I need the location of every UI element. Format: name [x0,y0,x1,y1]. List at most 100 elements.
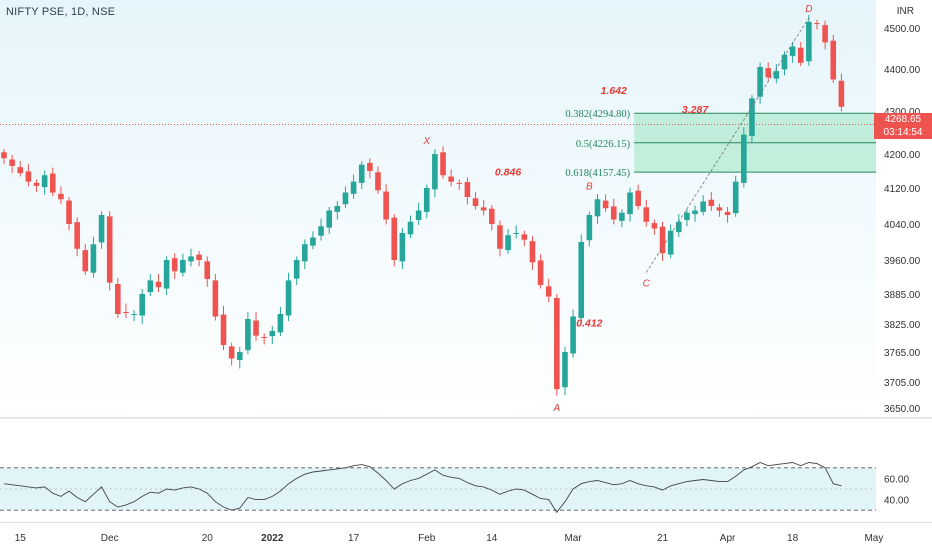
candle-body-91 [741,134,747,183]
price-tick-2: 4300.00 [884,107,921,118]
candle-body-69 [562,352,568,388]
price-tick-0: 4500.00 [884,24,921,35]
candle-body-32 [261,337,267,339]
candle-body-38 [310,237,316,246]
candle-body-57 [464,182,471,197]
candle-body-72 [586,215,593,241]
candle-body-74 [602,200,609,209]
candle-body-6 [49,173,56,193]
ratio-label-3: 3.287 [682,104,709,116]
candle-body-71 [578,242,585,318]
time-tick-4: 17 [348,533,360,544]
candle-body-40 [326,210,332,228]
candle-body-26 [212,280,219,317]
candle-body-70 [570,316,576,354]
candle-body-10 [82,250,89,272]
price-tick-7: 3885.00 [884,290,921,301]
time-tick-11: May [864,533,883,544]
fib-level-label-0: 0.382(4294.80) [565,109,630,120]
candle-body-14 [115,284,121,314]
currency-label: INR [896,6,914,17]
candle-body-102 [830,40,837,80]
candle-body-84 [684,212,690,220]
candle-body-103 [838,80,845,107]
candle-body-8 [66,200,72,224]
candle-body-31 [253,320,259,336]
wave-point-B: B [586,181,593,192]
time-tick-6: 14 [486,533,498,544]
time-tick-9: Apr [720,533,736,544]
candle-body-42 [342,192,349,205]
candle-body-65 [529,241,536,263]
candle-body-15 [123,312,129,313]
candle-body-52 [423,188,430,212]
candle-body-88 [716,207,723,211]
candle-body-96 [781,54,788,70]
candle-body-35 [285,280,292,316]
candle-body-3 [25,171,32,182]
candle-body-37 [302,244,308,262]
candle-body-86 [700,201,706,212]
candle-body-63 [513,233,519,234]
candle-body-76 [619,212,625,221]
candle-body-77 [627,192,633,215]
candle-body-16 [131,314,137,315]
candle-body-61 [497,225,503,249]
candle-body-45 [367,162,373,171]
candle-body-83 [675,221,682,233]
time-tick-2: 20 [202,533,214,544]
time-tick-3: 2022 [261,533,284,544]
candle-body-56 [456,182,463,184]
candle-body-19 [155,281,162,288]
ratio-label-2: 1.642 [601,85,627,97]
candle-body-101 [822,25,828,43]
candle-body-21 [171,258,178,272]
wave-point-C: C [643,279,651,290]
candle-body-12 [98,215,105,243]
candle-body-90 [732,181,739,214]
candle-body-82 [667,230,674,255]
price-tick-6: 3960.00 [884,256,921,267]
candle-body-66 [537,260,544,285]
candle-body-53 [432,154,438,190]
price-tick-4: 4120.00 [884,184,921,195]
candle-body-64 [521,234,528,240]
candle-body-68 [554,298,560,390]
time-tick-10: 18 [787,533,799,544]
candle-body-54 [440,152,446,176]
candle-body-44 [358,164,365,183]
price-tick-3: 4200.00 [884,150,921,161]
candle-body-18 [147,280,154,293]
candle-body-34 [277,314,284,333]
candle-body-30 [245,319,251,351]
candle-body-62 [505,235,511,251]
candle-body-93 [757,66,763,97]
candle-body-97 [789,46,796,56]
candle-body-41 [334,206,341,212]
candle-body-73 [594,199,601,217]
candle-body-60 [489,208,495,224]
ratio-label-1: 0.412 [576,317,602,329]
rsi-tick-0: 60.00 [884,474,909,485]
candle-body-59 [480,207,487,211]
wave-connector-cd [645,17,810,273]
candle-body-78 [635,190,641,206]
candle-body-9 [74,222,80,249]
candle-body-7 [58,193,64,200]
candle-body-87 [708,199,715,206]
candle-body-22 [180,260,186,273]
candle-body-5 [41,175,48,188]
candle-body-95 [773,71,780,79]
candle-body-20 [163,260,170,289]
candle-body-27 [220,314,227,345]
candle-body-47 [383,191,389,220]
candle-body-58 [472,198,479,206]
candle-body-49 [399,233,406,262]
candle-body-89 [724,211,731,215]
wave-point-D: D [805,4,812,15]
time-tick-7: Mar [564,533,582,544]
time-tick-0: 15 [15,533,27,544]
wave-point-A: A [553,403,561,414]
